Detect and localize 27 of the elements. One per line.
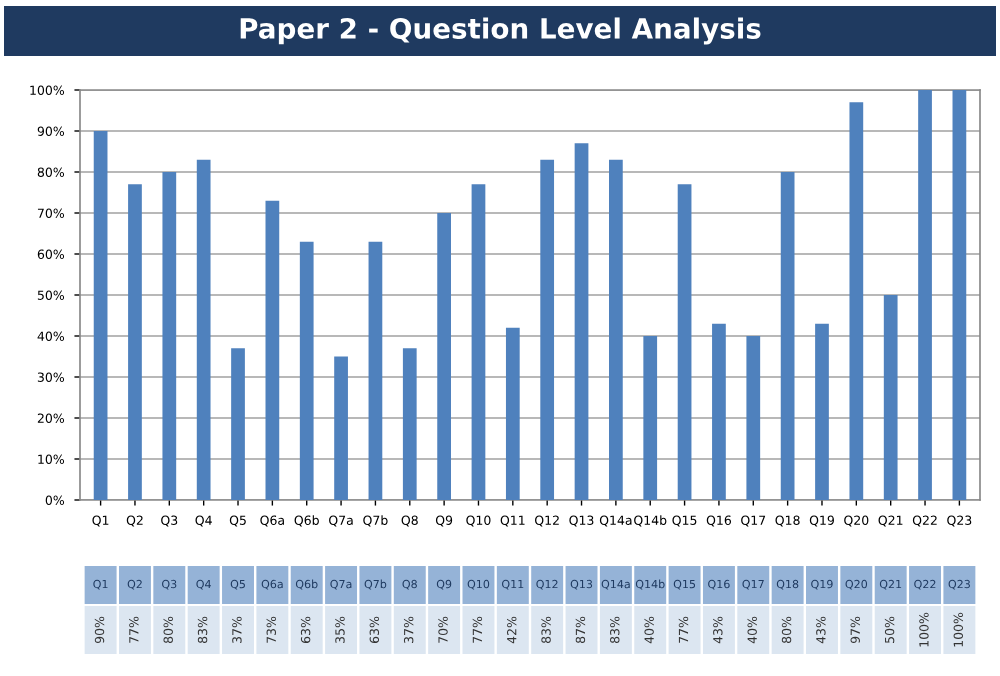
bar xyxy=(265,200,280,500)
bar xyxy=(574,143,589,500)
bar xyxy=(162,172,177,500)
bar xyxy=(677,184,692,500)
bar xyxy=(471,184,486,500)
bar xyxy=(712,323,726,500)
bar xyxy=(505,327,520,500)
bar xyxy=(334,356,348,500)
bar xyxy=(540,159,555,500)
bar xyxy=(299,241,314,500)
bar xyxy=(196,159,211,500)
bar xyxy=(402,348,417,500)
bar xyxy=(609,159,623,500)
bar xyxy=(780,172,795,500)
bar xyxy=(437,213,451,500)
bar xyxy=(231,348,245,500)
bar xyxy=(918,90,932,500)
chart-title: Paper 2 - Question Level Analysis xyxy=(240,17,761,45)
bar xyxy=(93,131,108,500)
bar xyxy=(815,323,829,500)
bar xyxy=(368,241,383,500)
bar xyxy=(849,102,864,500)
bar xyxy=(746,336,761,500)
bar xyxy=(643,336,658,500)
bar xyxy=(128,184,142,500)
bar xyxy=(952,90,967,500)
bar xyxy=(883,295,898,500)
